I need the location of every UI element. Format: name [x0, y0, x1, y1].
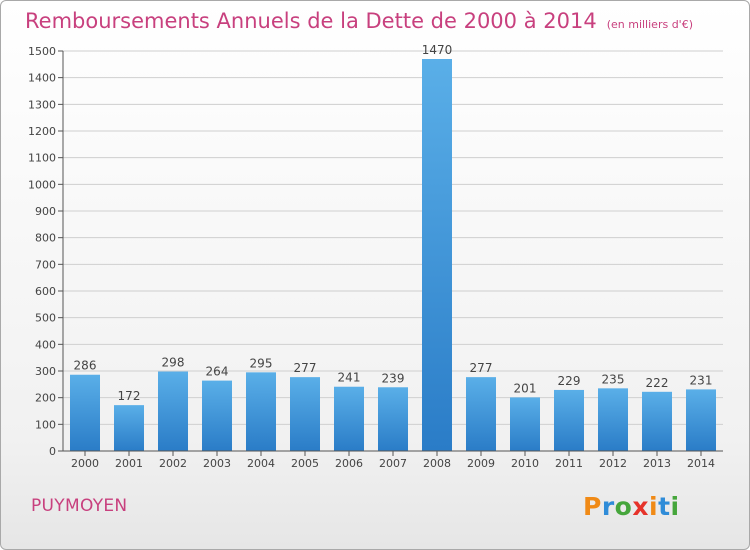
bar [554, 389, 584, 451]
bar [70, 374, 100, 451]
logo-letter: i [649, 492, 659, 521]
x-tick-label: 2010 [511, 457, 539, 470]
bar [686, 389, 716, 451]
x-tick-label: 2007 [379, 457, 407, 470]
data-label: 295 [250, 356, 273, 370]
bar [158, 371, 188, 451]
bar [422, 59, 452, 451]
logo-letter: x [632, 492, 649, 521]
logo-letter: o [614, 492, 633, 521]
bar [114, 405, 144, 451]
town-name: PUYMOYEN [31, 496, 128, 516]
data-label: 264 [206, 365, 229, 379]
y-tick-label: 1500 [28, 45, 56, 58]
data-label: 241 [338, 371, 361, 385]
bar [466, 377, 496, 451]
y-tick-label: 100 [35, 418, 56, 431]
data-label: 235 [602, 372, 625, 386]
bar [378, 387, 408, 451]
y-tick-label: 900 [35, 205, 56, 218]
data-label: 239 [382, 371, 405, 385]
logo-letter: P [583, 492, 602, 521]
bar [642, 391, 672, 451]
x-tick-label: 2014 [687, 457, 715, 470]
proxiti-logo[interactable]: Proxiti [583, 492, 680, 521]
x-axis: 2000 2001 2002 2003 2004 2005 2006 2007 2008 2009… [63, 450, 723, 470]
x-tick-label: 2001 [115, 457, 143, 470]
bar [290, 377, 320, 451]
logo-letter: i [670, 492, 680, 521]
bar [510, 397, 540, 451]
y-tick-label: 1100 [28, 152, 56, 165]
y-tick-label: 800 [35, 232, 56, 245]
x-tick-label: 2000 [71, 457, 99, 470]
y-tick-label: 1200 [28, 125, 56, 138]
bar [202, 380, 232, 451]
data-label: 286 [74, 359, 97, 373]
y-tick-label: 300 [35, 365, 56, 378]
bar [334, 386, 364, 451]
chart-subtitle: (en milliers d'€) [606, 18, 693, 31]
data-label: 231 [690, 373, 713, 387]
x-tick-label: 2006 [335, 457, 363, 470]
bar [598, 388, 628, 451]
data-label: 229 [558, 374, 581, 388]
x-tick-label: 2008 [423, 457, 451, 470]
x-tick-label: 2012 [599, 457, 627, 470]
data-label: 277 [470, 361, 493, 375]
logo-letter: t [658, 492, 671, 521]
data-label: 298 [162, 356, 185, 370]
y-tick-label: 200 [35, 392, 56, 405]
y-tick-label: 700 [35, 258, 56, 271]
y-tick-label: 500 [35, 312, 56, 325]
y-tick-label: 1400 [28, 72, 56, 85]
logo-letter: r [601, 492, 615, 521]
data-label: 1470 [422, 43, 453, 57]
y-tick-label: 400 [35, 338, 56, 351]
x-tick-label: 2002 [159, 457, 187, 470]
bars: 286 172 298 264 295 277 241 239 1470 277 201 229 235… [70, 43, 716, 451]
data-label: 277 [294, 361, 317, 375]
data-label: 201 [514, 381, 537, 395]
y-tick-label: 600 [35, 285, 56, 298]
chart-title: Remboursements Annuels de la Dette de 20… [25, 9, 693, 33]
y-axis: 0 100 200 300 400 500 600 700 800 900 1000 1100 1200… [28, 45, 64, 458]
x-tick-label: 2009 [467, 457, 495, 470]
x-tick-label: 2011 [555, 457, 583, 470]
x-tick-label: 2005 [291, 457, 319, 470]
title-text: Remboursements Annuels de la Dette de 20… [25, 9, 597, 33]
y-tick-label: 1300 [28, 98, 56, 111]
x-tick-label: 2013 [643, 457, 671, 470]
data-label: 222 [646, 376, 669, 390]
y-tick-label: 1000 [28, 178, 56, 191]
y-tick-label: 0 [49, 445, 56, 458]
bar [246, 372, 276, 451]
x-tick-label: 2003 [203, 457, 231, 470]
x-tick-label: 2004 [247, 457, 275, 470]
data-label: 172 [118, 389, 141, 403]
